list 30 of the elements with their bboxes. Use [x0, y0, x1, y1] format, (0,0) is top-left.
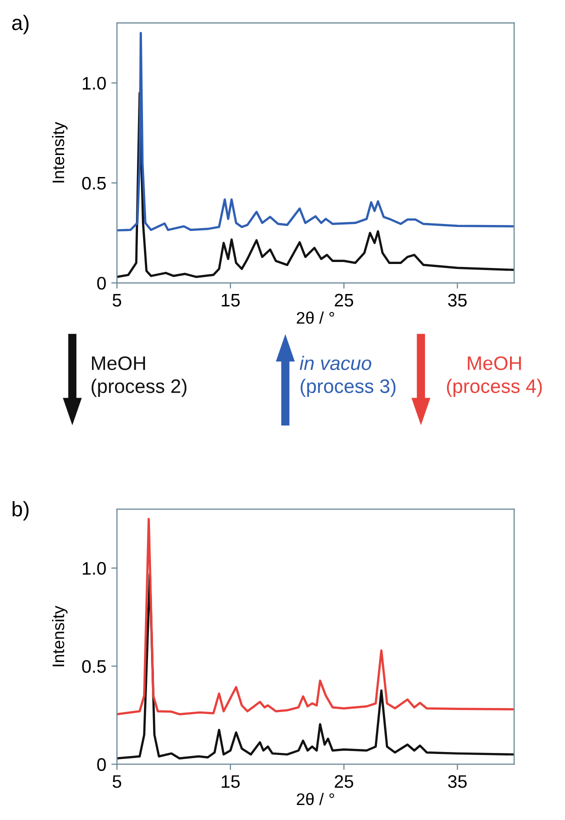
x-tick-label: 5 [112, 294, 122, 307]
line-series [116, 518, 514, 716]
x-tick-label: 35 [448, 775, 467, 788]
x-tick-label: 25 [334, 294, 354, 307]
y-tick-label: 1.0 [82, 562, 106, 575]
y-tick-label: 1.0 [82, 76, 106, 90]
line-series [116, 92, 514, 278]
x-tick-label: 15 [222, 775, 240, 788]
x-tick-label: 25 [334, 775, 354, 788]
y-axis-title: Intensity [52, 122, 68, 182]
text: (process 2) [92, 378, 186, 397]
text: MeOH [92, 356, 145, 370]
x-axis-title: 2θ / ° [296, 312, 334, 324]
x-axis-title: 2θ / ° [296, 792, 334, 806]
y-tick-label: 0.5 [82, 176, 106, 190]
y-tick-label: 0.5 [82, 660, 106, 673]
y-axis-title: Intensity [52, 606, 68, 666]
line-series [116, 32, 514, 232]
text: (process 3) [300, 378, 396, 397]
text: MeOH [468, 356, 521, 370]
y-tick-label: 0 [97, 276, 106, 290]
x-tick-label: 5 [112, 775, 122, 788]
x-tick-label: 15 [222, 294, 240, 307]
chart-title: a) [12, 14, 29, 34]
y-tick-label: 0 [97, 758, 106, 771]
chart-title: b) [12, 501, 29, 521]
x-tick-label: 35 [448, 294, 467, 307]
line-series [116, 572, 514, 760]
text: (process 4) [446, 378, 542, 397]
text: in vacuo [300, 356, 372, 370]
